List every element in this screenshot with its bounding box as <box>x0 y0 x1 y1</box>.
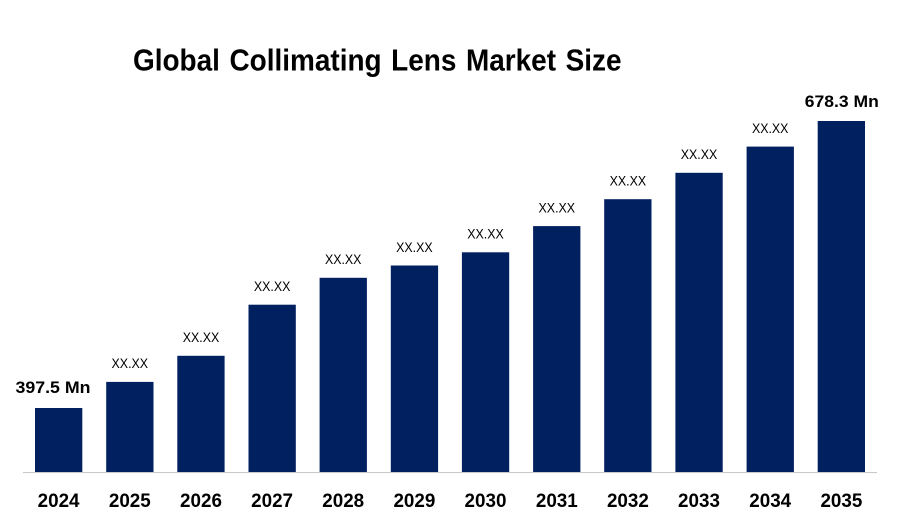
svg-text:2035: 2035 <box>820 490 862 512</box>
svg-text:2032: 2032 <box>607 490 649 512</box>
svg-text:2033: 2033 <box>678 490 720 512</box>
svg-text:XX.XX: XX.XX <box>752 120 789 136</box>
svg-text:2024: 2024 <box>38 490 80 512</box>
svg-text:2028: 2028 <box>322 490 364 512</box>
svg-text:XX.XX: XX.XX <box>254 278 291 294</box>
svg-text:Global Collimating Lens Market: Global Collimating Lens Market Size <box>133 44 622 78</box>
svg-text:678.3 Mn: 678.3 Mn <box>805 92 879 111</box>
svg-text:2031: 2031 <box>536 490 578 512</box>
svg-text:XX.XX: XX.XX <box>610 173 647 189</box>
svg-text:2030: 2030 <box>465 490 507 512</box>
svg-text:XX.XX: XX.XX <box>467 226 504 242</box>
svg-text:XX.XX: XX.XX <box>396 239 433 255</box>
svg-text:XX.XX: XX.XX <box>681 146 718 162</box>
svg-text:2034: 2034 <box>749 490 791 512</box>
svg-text:2026: 2026 <box>180 490 222 512</box>
svg-text:XX.XX: XX.XX <box>325 251 362 267</box>
svg-text:XX.XX: XX.XX <box>112 355 149 371</box>
svg-text:2027: 2027 <box>251 490 293 512</box>
svg-text:2025: 2025 <box>109 490 151 512</box>
svg-text:2029: 2029 <box>393 490 435 512</box>
svg-text:397.5 Mn: 397.5 Mn <box>16 378 91 397</box>
svg-text:XX.XX: XX.XX <box>539 199 576 215</box>
svg-text:XX.XX: XX.XX <box>183 329 220 345</box>
